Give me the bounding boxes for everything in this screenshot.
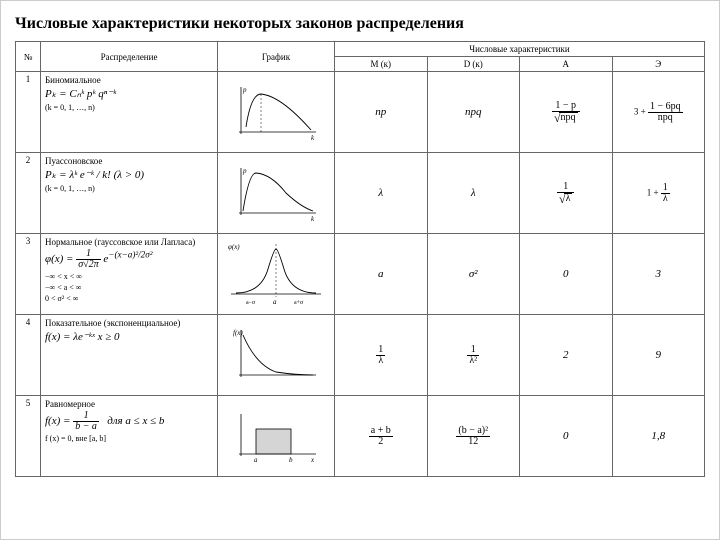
- distribution-table: № Распределение График Числовые характер…: [15, 41, 705, 477]
- cell-mk: λ: [335, 153, 428, 234]
- col-E: Э: [612, 57, 705, 72]
- svg-text:φ(x): φ(x): [228, 243, 240, 251]
- row-num: 3: [16, 234, 41, 315]
- dist-name: Нормальное (гауссовское или Лапласа): [45, 237, 213, 247]
- range-sigma: 0 < σ² < ∞: [45, 294, 213, 303]
- dist-cell: Показательное (экспоненциальное) f(x) = …: [41, 315, 218, 396]
- col-dist: Распределение: [41, 42, 218, 72]
- cell-dk: npq: [427, 72, 520, 153]
- cell-E: 1,8: [612, 396, 705, 477]
- dist-cell: Равномерное f(x) = 1b − a для a ≤ x ≤ b …: [41, 396, 218, 477]
- col-mk: M (к): [335, 57, 428, 72]
- graph-binomial: p k: [218, 72, 335, 153]
- cell-mk: a: [335, 234, 428, 315]
- dist-name: Показательное (экспоненциальное): [45, 318, 213, 328]
- svg-text:f(x): f(x): [233, 329, 243, 337]
- dist-formula: f(x) = λe⁻ᵏˣ x ≥ 0: [45, 330, 213, 344]
- dist-cell: Нормальное (гауссовское или Лапласа) φ(x…: [41, 234, 218, 315]
- graph-uniform: a b x: [218, 396, 335, 477]
- table-row: 1 Биномиальное Pₖ = Cₙᵏ pᵏ qⁿ⁻ᵏ (k = 0, …: [16, 72, 705, 153]
- col-A: A: [520, 57, 613, 72]
- svg-text:p: p: [242, 86, 247, 94]
- col-dk: D (к): [427, 57, 520, 72]
- row-num: 5: [16, 396, 41, 477]
- cell-A: 1 − pnpq: [520, 72, 613, 153]
- table-row: 2 Пуассоновское Pₖ = λᵏ e⁻ᵏ / k! (λ > 0)…: [16, 153, 705, 234]
- range-x: −∞ < x < ∞: [45, 272, 213, 281]
- graph-normal: φ(x) a a−σ a+σ: [218, 234, 335, 315]
- dist-formula: f(x) = 1b − a для a ≤ x ≤ b: [45, 411, 213, 432]
- dist-name: Равномерное: [45, 399, 213, 409]
- dist-cell: Пуассоновское Pₖ = λᵏ e⁻ᵏ / k! (λ > 0) (…: [41, 153, 218, 234]
- dist-note: f (x) = 0, вне [a, b]: [45, 434, 213, 443]
- cell-dk: σ²: [427, 234, 520, 315]
- cell-E: 3: [612, 234, 705, 315]
- graph-poisson: p k: [218, 153, 335, 234]
- svg-text:a−σ: a−σ: [246, 300, 256, 306]
- dist-formula: φ(x) = 1σ√2π e−(x−a)²/2σ²: [45, 249, 213, 270]
- col-char-group: Числовые характеристики: [335, 42, 705, 57]
- cell-A: 0: [520, 396, 613, 477]
- cell-A: 1λ: [520, 153, 613, 234]
- page-title: Числовые характеристики некоторых законо…: [15, 15, 705, 33]
- col-graph: График: [218, 42, 335, 72]
- graph-exponential: f(x): [218, 315, 335, 396]
- cell-A: 2: [520, 315, 613, 396]
- dist-note: (k = 0, 1, …, n): [45, 103, 213, 112]
- dist-formula: Pₖ = Cₙᵏ pᵏ qⁿ⁻ᵏ: [45, 87, 213, 101]
- table-row: 4 Показательное (экспоненциальное) f(x) …: [16, 315, 705, 396]
- table-row: 5 Равномерное f(x) = 1b − a для a ≤ x ≤ …: [16, 396, 705, 477]
- range-a: −∞ < a < ∞: [45, 283, 213, 292]
- cell-dk: λ: [427, 153, 520, 234]
- cell-dk: 1λ²: [427, 315, 520, 396]
- dist-name: Пуассоновское: [45, 156, 213, 166]
- dist-formula: Pₖ = λᵏ e⁻ᵏ / k! (λ > 0): [45, 168, 213, 182]
- svg-text:k: k: [311, 215, 315, 223]
- cell-E: 9: [612, 315, 705, 396]
- cell-E: 3 + 1 − 6pqnpq: [612, 72, 705, 153]
- svg-text:a+σ: a+σ: [294, 300, 304, 306]
- col-num: №: [16, 42, 41, 72]
- cell-mk: 1λ: [335, 315, 428, 396]
- svg-text:a: a: [254, 456, 258, 464]
- row-num: 4: [16, 315, 41, 396]
- dist-note: (k = 0, 1, …, n): [45, 184, 213, 193]
- svg-text:x: x: [310, 456, 315, 464]
- svg-text:k: k: [311, 134, 315, 142]
- cell-mk: np: [335, 72, 428, 153]
- cell-mk: a + b2: [335, 396, 428, 477]
- svg-text:p: p: [242, 167, 247, 175]
- svg-text:b: b: [289, 456, 293, 464]
- table-row: 3 Нормальное (гауссовское или Лапласа) φ…: [16, 234, 705, 315]
- dist-cell: Биномиальное Pₖ = Cₙᵏ pᵏ qⁿ⁻ᵏ (k = 0, 1,…: [41, 72, 218, 153]
- cell-dk: (b − a)²12: [427, 396, 520, 477]
- cell-A: 0: [520, 234, 613, 315]
- svg-text:a: a: [273, 298, 277, 306]
- dist-name: Биномиальное: [45, 75, 213, 85]
- row-num: 2: [16, 153, 41, 234]
- row-num: 1: [16, 72, 41, 153]
- cell-E: 1 + 1λ: [612, 153, 705, 234]
